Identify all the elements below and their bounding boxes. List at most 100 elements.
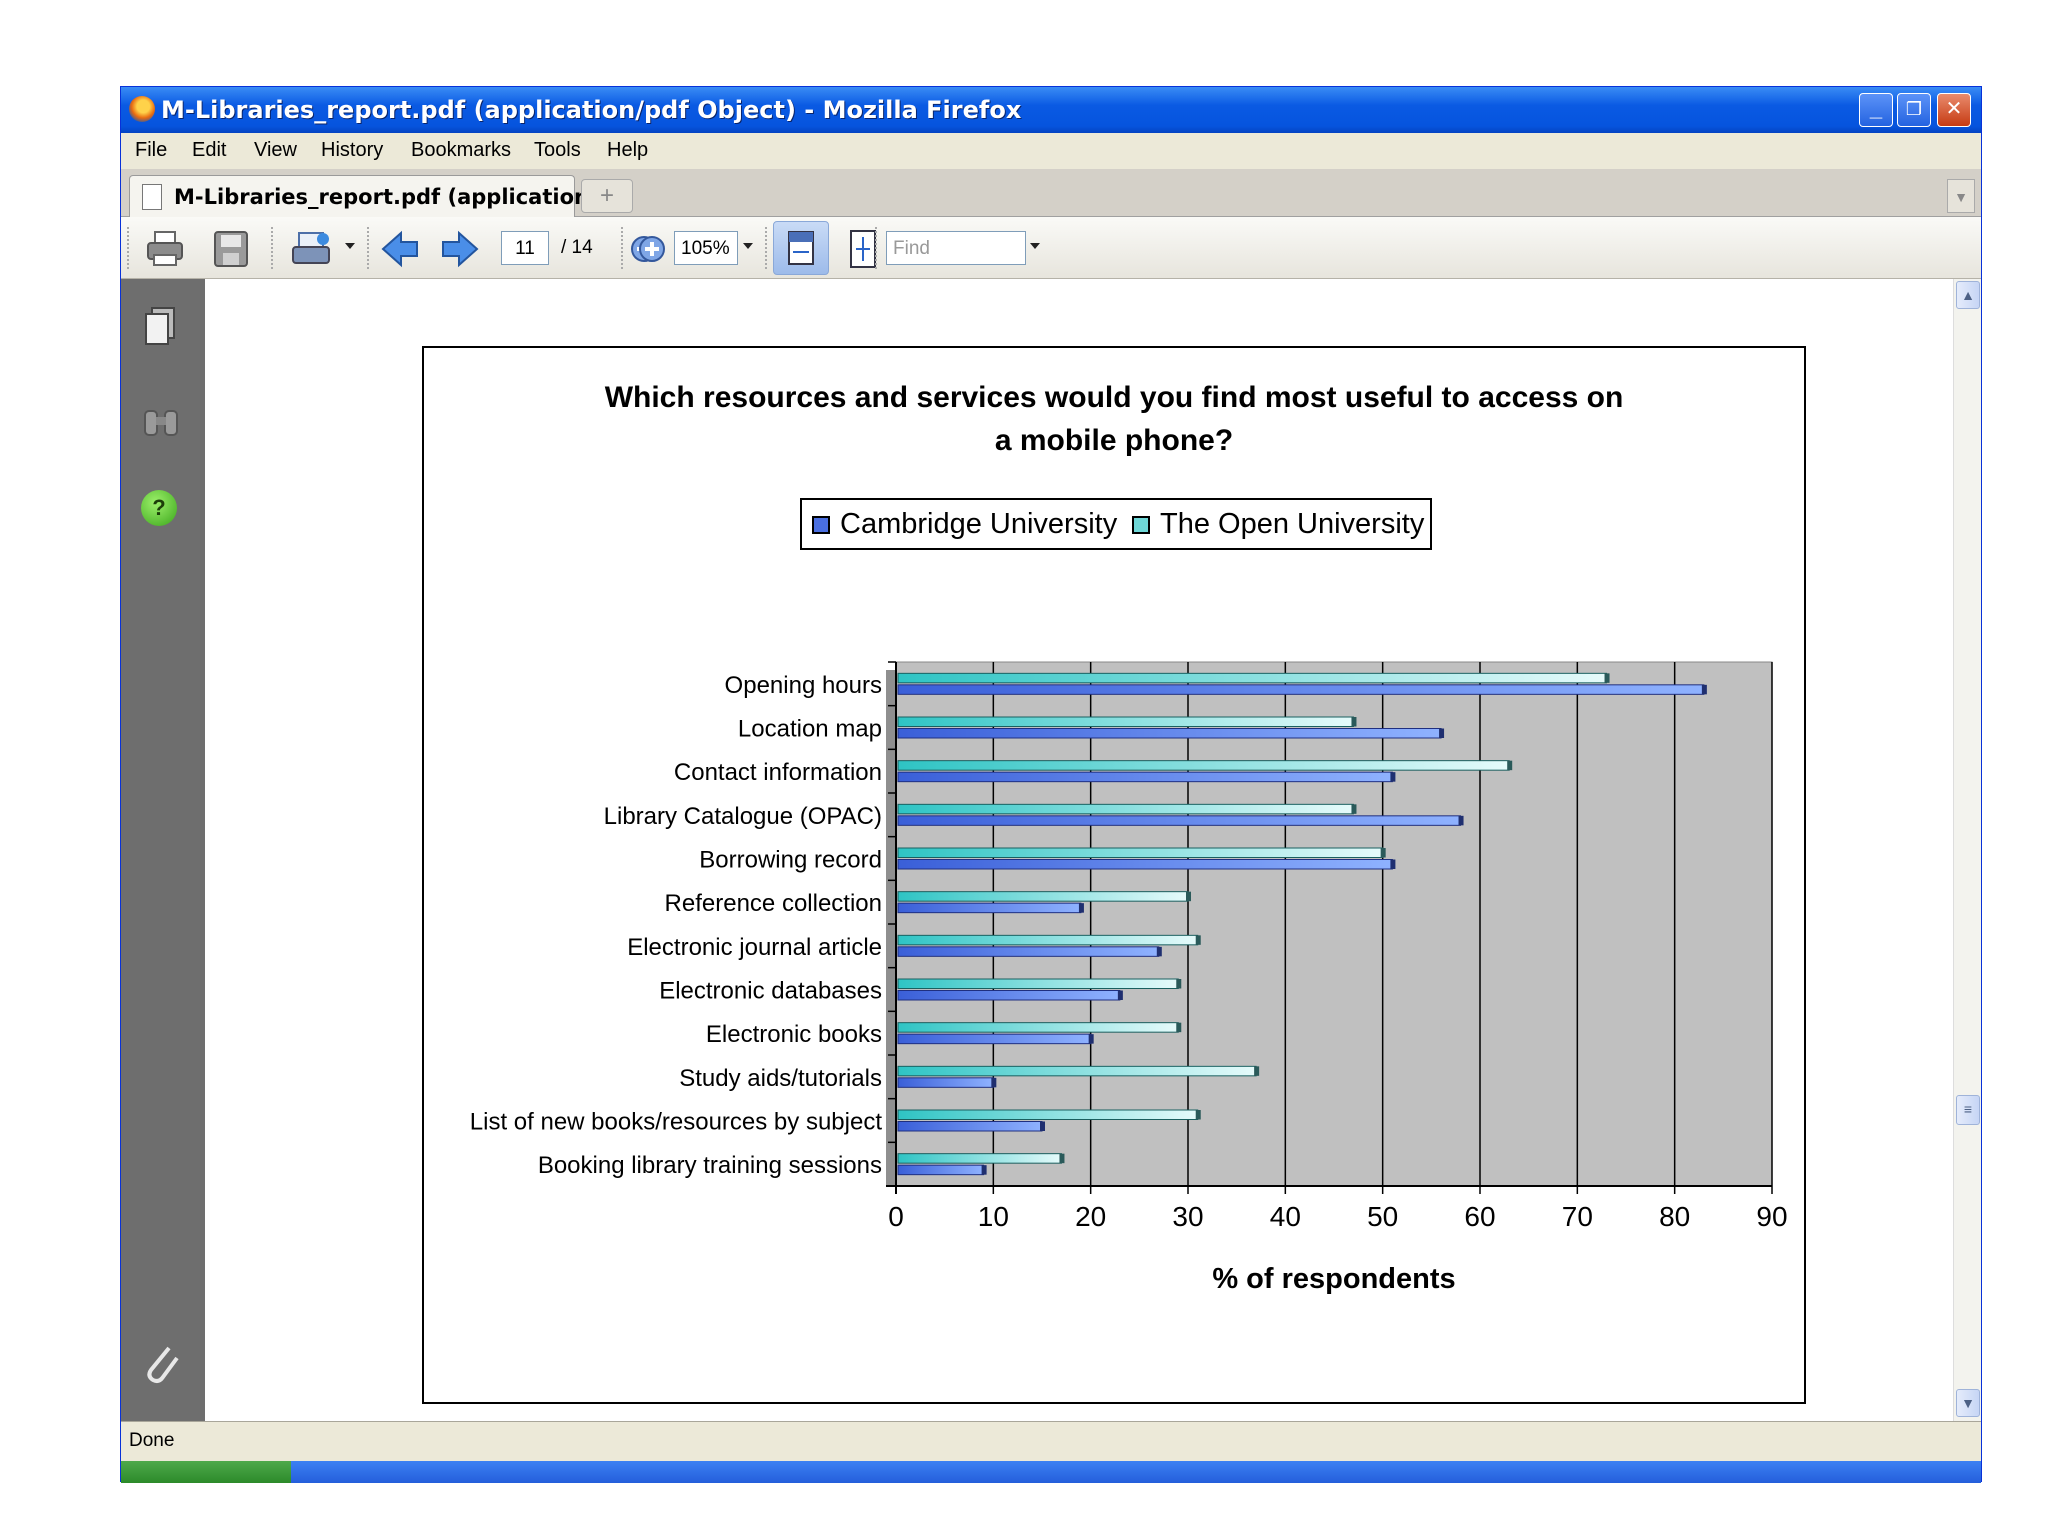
page-total-label: / 14: [561, 237, 593, 258]
status-bar: Done: [121, 1421, 1981, 1461]
bar-cambridge: [897, 1033, 1092, 1045]
next-page-icon[interactable]: [439, 229, 479, 269]
bar-end-open-university: [1507, 760, 1513, 771]
bar-end-cambridge: [1117, 990, 1123, 1000]
bar-cambridge: [897, 859, 1393, 870]
bar-end-open-university: [1195, 1110, 1201, 1120]
maximize-button[interactable]: ❐: [1897, 93, 1931, 127]
toolbar-grip: [127, 227, 131, 269]
previous-page-icon[interactable]: [381, 229, 421, 269]
x-tick-label: 40: [1270, 1201, 1301, 1232]
minimize-button[interactable]: _: [1859, 93, 1893, 127]
y-tick-label: Library Catalogue (OPAC): [604, 803, 882, 830]
legend-label-open-university: The Open University: [1160, 508, 1425, 540]
bar-open-university: [897, 978, 1179, 989]
x-tick-label: 20: [1075, 1201, 1106, 1232]
attachment-icon[interactable]: [141, 1342, 181, 1386]
scroll-down-button[interactable]: ▼: [1956, 1389, 1980, 1417]
export-icon[interactable]: [291, 229, 335, 269]
chart-legend: Cambridge University The Open University: [800, 498, 1432, 550]
fit-width-button[interactable]: [773, 221, 829, 275]
pdf-sidebar: ?: [121, 279, 205, 1470]
toolbar-separator: [875, 227, 879, 269]
menu-file[interactable]: File: [135, 139, 168, 161]
tab-pdf-report[interactable]: M-Libraries_report.pdf (application/...: [129, 175, 621, 217]
menu-help[interactable]: Help: [607, 139, 649, 161]
bar-cambridge: [897, 684, 1705, 695]
bar-cambridge: [897, 946, 1160, 957]
bar-end-cambridge: [1078, 903, 1084, 913]
scroll-up-button[interactable]: ▲: [1956, 281, 1980, 309]
x-tick-label: 60: [1464, 1201, 1495, 1232]
y-tick-label: Opening hours: [725, 672, 882, 699]
y-tick-label: Electronic journal article: [627, 934, 882, 961]
title-bar[interactable]: M-Libraries_report.pdf (application/pdf …: [121, 87, 1981, 133]
bar-cambridge: [897, 990, 1121, 1001]
bar-open-university: [897, 803, 1354, 815]
fit-page-icon[interactable]: [847, 229, 879, 269]
chart-title: Which resources and services would you f…: [424, 376, 1804, 462]
start-button[interactable]: [121, 1461, 291, 1483]
export-dropdown-arrow[interactable]: [345, 243, 355, 249]
zoom-level-input[interactable]: 105%: [674, 231, 738, 265]
find-input[interactable]: Find: [886, 231, 1026, 265]
x-tick-label: 50: [1367, 1201, 1398, 1232]
chart-frame: Which resources and services would you f…: [422, 346, 1806, 1404]
search-binoculars-icon[interactable]: [141, 403, 181, 439]
print-icon[interactable]: [145, 229, 185, 269]
close-button[interactable]: ✕: [1937, 93, 1971, 127]
bar-open-university: [897, 1109, 1199, 1120]
find-dropdown-arrow[interactable]: [1030, 243, 1040, 249]
bar-cambridge: [897, 1164, 985, 1176]
bar-end-cambridge: [1390, 859, 1396, 869]
x-tick-label: 70: [1562, 1201, 1593, 1232]
tab-label: M-Libraries_report.pdf (application/...: [174, 185, 621, 209]
y-tick-label: Contact information: [674, 759, 882, 786]
y-tick-label: Reference collection: [665, 890, 882, 917]
list-all-tabs-button[interactable]: ▼: [1947, 179, 1975, 213]
help-icon[interactable]: ?: [141, 490, 177, 526]
bar-end-open-university: [1186, 891, 1191, 902]
document-icon: [142, 184, 162, 210]
bar-end-open-university: [1351, 717, 1357, 727]
legend-label-cambridge: Cambridge University: [840, 508, 1118, 540]
x-tick-label: 10: [978, 1201, 1009, 1232]
bar-cambridge: [897, 902, 1082, 914]
menu-edit[interactable]: Edit: [192, 139, 227, 161]
bar-end-open-university: [1604, 673, 1610, 683]
scroll-thumb[interactable]: ≡: [1956, 1095, 1980, 1125]
bar-open-university: [897, 760, 1510, 771]
bar-end-cambridge: [1439, 728, 1445, 738]
bar-end-cambridge: [1458, 815, 1464, 826]
bar-open-university: [897, 672, 1608, 684]
y-tick-label: Electronic databases: [659, 978, 882, 1005]
toolbar-separator: [621, 227, 625, 269]
bar-cambridge: [897, 728, 1442, 739]
toolbar-separator: [367, 227, 371, 269]
tab-bar: M-Libraries_report.pdf (application/... …: [121, 169, 1981, 217]
legend-swatch-cambridge: [812, 516, 830, 534]
menu-tools[interactable]: Tools: [534, 139, 581, 161]
vertical-scrollbar[interactable]: ▲ ≡ ▼: [1953, 279, 1981, 1421]
chart-title-line-1: Which resources and services would you f…: [604, 381, 1624, 414]
taskbar: [121, 1461, 1981, 1483]
x-tick-label: 90: [1756, 1201, 1787, 1232]
x-axis-label: % of respondents: [1212, 1263, 1455, 1295]
x-tick-label: 30: [1172, 1201, 1203, 1232]
zoom-dropdown-arrow[interactable]: [743, 243, 753, 249]
bar-open-university: [897, 1022, 1179, 1033]
menu-bar: File Edit View History Bookmarks Tools H…: [121, 133, 1981, 169]
bar-end-open-university: [1254, 1066, 1260, 1076]
menu-view[interactable]: View: [254, 139, 297, 161]
new-tab-button[interactable]: +: [581, 179, 633, 213]
menu-bookmarks[interactable]: Bookmarks: [411, 139, 512, 161]
x-tick-label: 0: [888, 1201, 904, 1232]
page-number-input[interactable]: 11: [501, 231, 549, 265]
pdf-toolbar: 11 / 14 105%: [121, 217, 1981, 279]
save-icon[interactable]: [211, 229, 251, 269]
toolbar-separator: [765, 227, 769, 269]
chart-title-line-2: a mobile phone?: [994, 424, 1234, 457]
menu-history[interactable]: History: [321, 139, 384, 161]
pages-icon[interactable]: [143, 305, 179, 347]
zoom-in-icon[interactable]: [637, 229, 667, 269]
